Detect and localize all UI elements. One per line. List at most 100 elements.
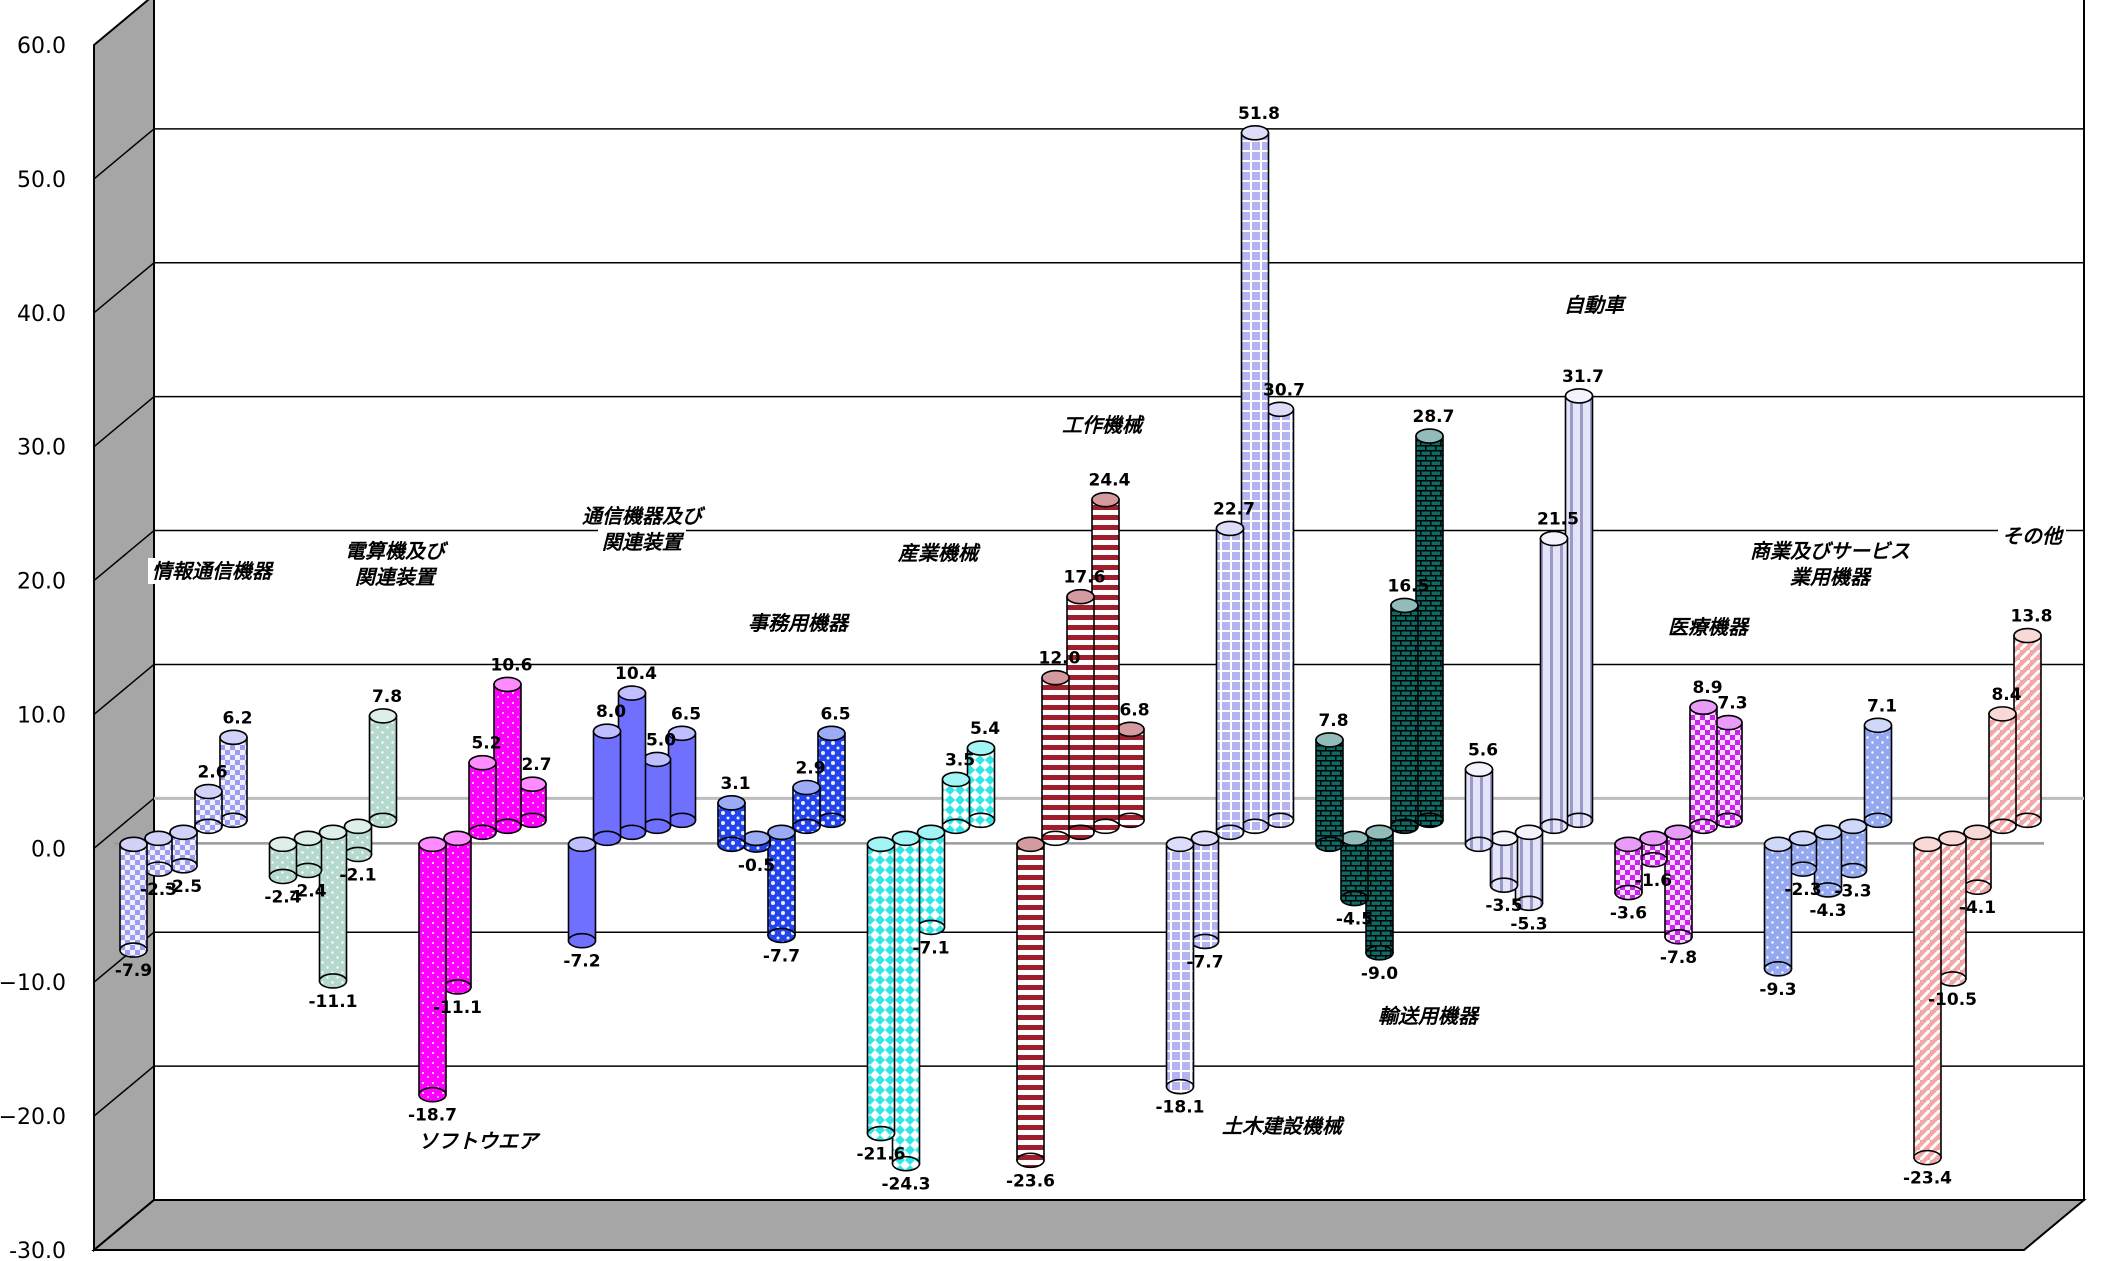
bar bbox=[343, 818, 373, 863]
value-label: 5.2 bbox=[471, 734, 501, 754]
bar bbox=[1514, 824, 1544, 912]
value-label: -3.5 bbox=[1485, 896, 1522, 916]
bar bbox=[1215, 520, 1245, 841]
value-label: -0.5 bbox=[738, 856, 775, 876]
y-tick-label: −20.0 bbox=[0, 1105, 66, 1130]
value-label: -7.9 bbox=[115, 961, 152, 981]
bar bbox=[1116, 721, 1145, 829]
bar bbox=[144, 830, 173, 877]
value-label: 2.6 bbox=[197, 763, 227, 783]
value-label: 2.7 bbox=[521, 755, 551, 775]
category-label: 輸送用機器 bbox=[1378, 1004, 1480, 1028]
bar bbox=[1340, 830, 1369, 907]
value-label: -7.7 bbox=[763, 946, 800, 966]
value-label: -21.6 bbox=[857, 1145, 906, 1165]
value-label: -7.1 bbox=[912, 938, 949, 958]
category-label: 商業及びサービス bbox=[1750, 539, 1910, 563]
gridline-depth bbox=[93, 663, 155, 716]
value-label: 17.6 bbox=[1064, 568, 1106, 588]
category-label: 情報通信機器 bbox=[152, 559, 274, 583]
left-wall bbox=[93, 0, 155, 1253]
bar bbox=[468, 754, 497, 841]
bar bbox=[941, 771, 971, 835]
value-label: 24.4 bbox=[1089, 471, 1131, 491]
value-label: -2.1 bbox=[339, 865, 376, 885]
bar bbox=[1813, 824, 1843, 898]
bar bbox=[194, 783, 223, 835]
bar bbox=[518, 776, 547, 829]
value-label: -3.3 bbox=[1834, 882, 1871, 902]
bar bbox=[1913, 836, 1942, 1166]
value-label: 7.8 bbox=[372, 687, 402, 707]
gridline-depth bbox=[93, 1065, 155, 1117]
value-label: -23.6 bbox=[1006, 1171, 1055, 1191]
value-label: 6.5 bbox=[671, 704, 701, 724]
category-label: その他 bbox=[2002, 524, 2065, 548]
value-label: -9.0 bbox=[1361, 964, 1398, 984]
bar bbox=[1415, 428, 1444, 829]
y-tick-label: 30.0 bbox=[17, 436, 66, 461]
bar bbox=[592, 723, 622, 847]
bar bbox=[1988, 706, 2017, 835]
bar bbox=[1066, 588, 1095, 841]
category-label: 工作機械 bbox=[1062, 413, 1145, 437]
value-label: 7.1 bbox=[1867, 696, 1897, 716]
bar bbox=[493, 676, 522, 835]
bar bbox=[891, 830, 921, 1172]
value-label: 28.7 bbox=[1413, 407, 1455, 427]
bar bbox=[966, 740, 996, 829]
value-label: -4.1 bbox=[1959, 898, 1996, 918]
category-label: 事務用機器 bbox=[748, 611, 850, 635]
value-label: 30.7 bbox=[1263, 380, 1305, 400]
y-tick-label: 0.0 bbox=[31, 837, 66, 862]
y-tick-label: 60.0 bbox=[17, 34, 66, 59]
value-label: 6.8 bbox=[1119, 700, 1149, 720]
floor bbox=[91, 1199, 2087, 1251]
bar bbox=[318, 824, 348, 989]
value-label: -7.2 bbox=[563, 952, 600, 972]
value-label: -11.1 bbox=[309, 992, 358, 1012]
bar bbox=[1614, 836, 1643, 901]
bar bbox=[1190, 830, 1220, 950]
gridline-depth bbox=[93, 262, 155, 314]
value-label: 22.7 bbox=[1213, 499, 1255, 519]
value-label: -24.3 bbox=[882, 1175, 931, 1195]
bar bbox=[1564, 388, 1594, 829]
value-label: -3.6 bbox=[1610, 904, 1647, 924]
bar bbox=[1091, 491, 1120, 835]
value-label: -7.8 bbox=[1660, 948, 1697, 968]
y-tick-label: 40.0 bbox=[17, 302, 66, 327]
value-label: 51.8 bbox=[1238, 104, 1280, 124]
gridline-depth bbox=[93, 396, 155, 448]
value-label: 3.1 bbox=[720, 774, 750, 794]
bar bbox=[1041, 669, 1070, 847]
category-label: 土木建設機械 bbox=[1222, 1114, 1345, 1138]
gridline-depth bbox=[93, 128, 155, 180]
bar bbox=[1240, 124, 1270, 835]
category-label: 通信機器及び bbox=[582, 504, 706, 528]
category-label: 業用機器 bbox=[1790, 565, 1872, 589]
value-label: 21.5 bbox=[1537, 509, 1579, 529]
bar bbox=[617, 685, 647, 841]
bar bbox=[1489, 830, 1519, 893]
bar bbox=[268, 836, 298, 885]
category-label: 自動車 bbox=[1564, 293, 1627, 317]
bar bbox=[1664, 824, 1693, 945]
value-label: 12.0 bbox=[1039, 649, 1081, 669]
value-label: 3.5 bbox=[945, 750, 975, 770]
value-label: 5.0 bbox=[646, 730, 676, 750]
y-tick-label: 20.0 bbox=[17, 570, 66, 595]
bar bbox=[293, 830, 323, 879]
bar bbox=[418, 836, 447, 1103]
bar bbox=[1315, 732, 1344, 853]
bar bbox=[1763, 836, 1793, 977]
value-label: -2.4 bbox=[289, 881, 326, 901]
bar bbox=[567, 836, 597, 949]
y-tick-label: 50.0 bbox=[17, 168, 66, 193]
category-label: 関連装置 bbox=[602, 530, 685, 554]
value-label: 7.8 bbox=[1318, 711, 1348, 731]
category-label: 医療機器 bbox=[1668, 615, 1750, 639]
value-label: 8.9 bbox=[1692, 678, 1722, 698]
value-label: -7.7 bbox=[1186, 952, 1223, 972]
